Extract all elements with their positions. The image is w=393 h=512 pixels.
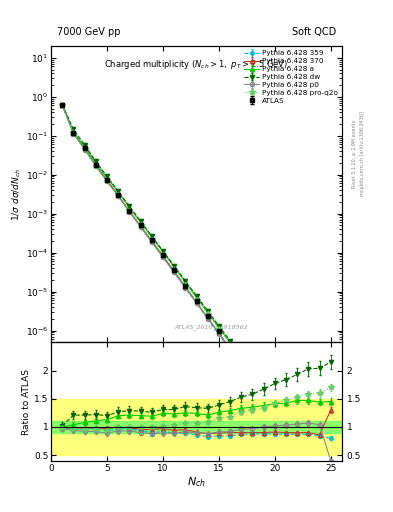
Y-axis label: $1/\sigma\ d\sigma/dN_{ch}$: $1/\sigma\ d\sigma/dN_{ch}$ (11, 167, 23, 221)
Bar (51, 421, 342, 433)
Text: ATLAS_2010_S8918562: ATLAS_2010_S8918562 (174, 325, 248, 330)
Bar (51, 399, 342, 455)
Y-axis label: Ratio to ATLAS: Ratio to ATLAS (22, 369, 31, 435)
X-axis label: $N_{ch}$: $N_{ch}$ (187, 475, 206, 489)
Text: 7000 GeV pp: 7000 GeV pp (57, 27, 120, 37)
Text: mcplots.cern.ch [arXiv:1306.3436]: mcplots.cern.ch [arXiv:1306.3436] (360, 111, 365, 196)
Text: Rivet 3.1.10, ≥ 2.9M events: Rivet 3.1.10, ≥ 2.9M events (352, 119, 357, 188)
Text: Soft QCD: Soft QCD (292, 27, 336, 37)
Legend: Pythia 6.428 359, Pythia 6.428 370, Pythia 6.428 a, Pythia 6.428 dw, Pythia 6.42: Pythia 6.428 359, Pythia 6.428 370, Pyth… (241, 48, 340, 106)
Text: Charged multiplicity ($N_{ch} > 1,\ p_T > 2.5$ GeV): Charged multiplicity ($N_{ch} > 1,\ p_T … (105, 58, 288, 71)
